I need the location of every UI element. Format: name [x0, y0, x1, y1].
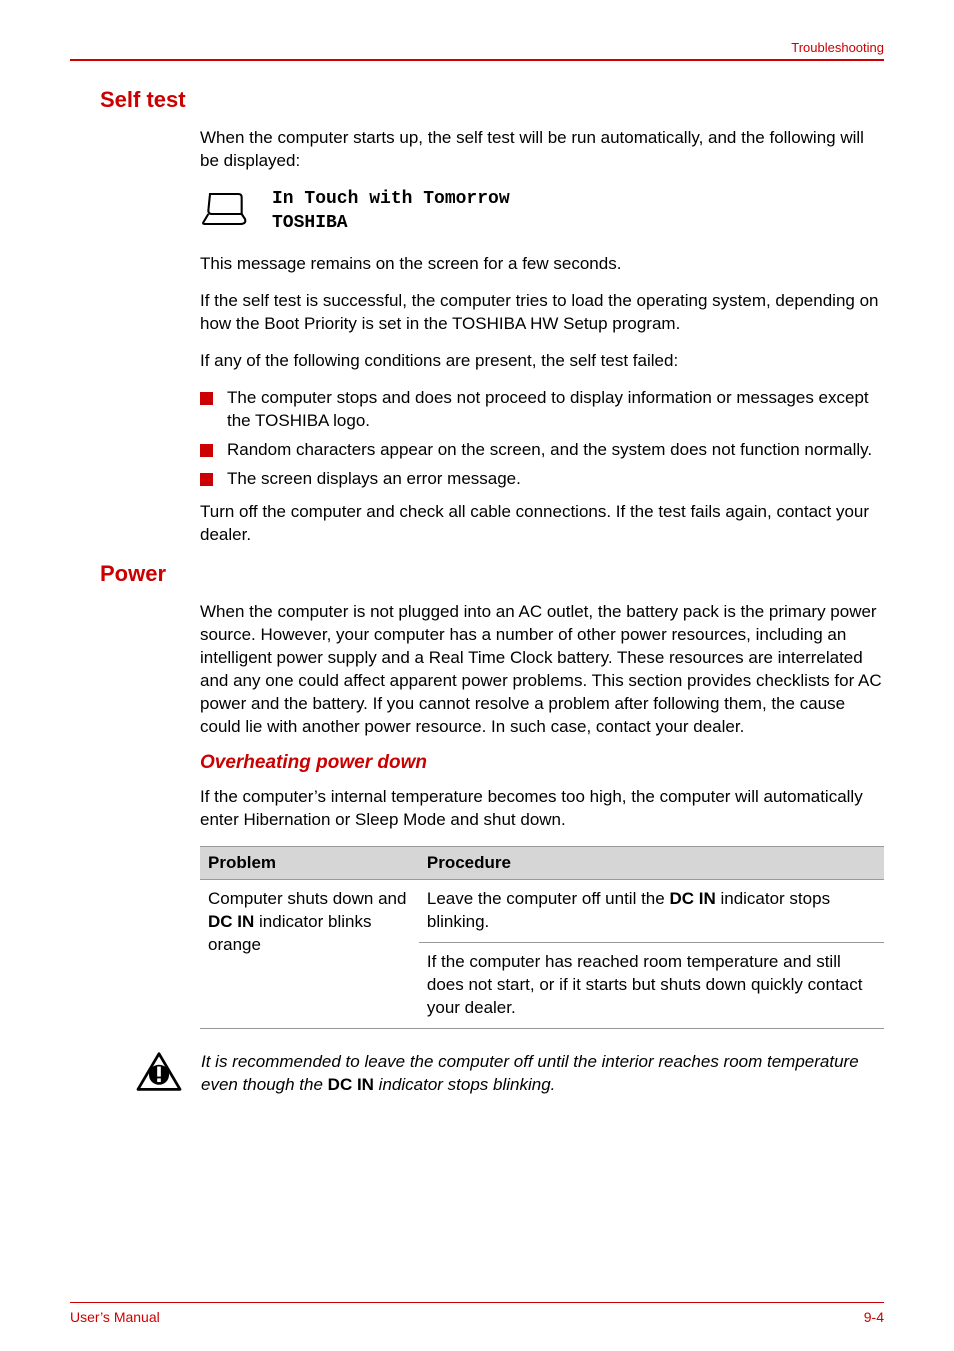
table-row: Computer shuts down and DC IN indicator …: [200, 880, 884, 943]
caution-note: It is recommended to leave the computer …: [135, 1051, 884, 1098]
note-text-bold: DC IN: [328, 1075, 374, 1094]
caution-text: It is recommended to leave the computer …: [201, 1051, 884, 1097]
boot-message-block: In Touch with Tomorrow TOSHIBA: [200, 187, 884, 236]
boot-line-2: TOSHIBA: [272, 211, 510, 235]
heading-power: Power: [100, 561, 884, 587]
list-item: Random characters appear on the screen, …: [200, 439, 884, 462]
bullet-text: Random characters appear on the screen, …: [227, 439, 872, 462]
footer-left: User’s Manual: [70, 1309, 160, 1325]
list-item: The screen displays an error message.: [200, 468, 884, 491]
problem-text-a: Computer shuts down and: [208, 889, 406, 908]
overheating-intro: If the computer’s internal temperature b…: [200, 786, 884, 832]
problem-text-bold: DC IN: [208, 912, 254, 931]
heading-self-test: Self test: [100, 87, 884, 113]
bullet-text: The computer stops and does not proceed …: [227, 387, 884, 433]
footer-right: 9-4: [864, 1309, 884, 1325]
cell-procedure-1: Leave the computer off until the DC IN i…: [419, 880, 884, 943]
table-header-row: Problem Procedure: [200, 847, 884, 880]
bullet-icon: [200, 473, 213, 486]
cell-procedure-2: If the computer has reached room tempera…: [419, 943, 884, 1029]
boot-message-text: In Touch with Tomorrow TOSHIBA: [272, 187, 510, 236]
proc-text-bold: DC IN: [669, 889, 715, 908]
power-intro: When the computer is not plugged into an…: [200, 601, 884, 739]
col-header-procedure: Procedure: [419, 847, 884, 880]
selftest-bullets: The computer stops and does not proceed …: [200, 387, 884, 491]
col-header-problem: Problem: [200, 847, 419, 880]
heading-overheating: Overheating power down: [200, 752, 884, 774]
note-text-b: indicator stops blinking.: [374, 1075, 555, 1094]
cell-problem: Computer shuts down and DC IN indicator …: [200, 880, 419, 1029]
laptop-icon: [200, 189, 250, 234]
bullet-icon: [200, 444, 213, 457]
page-footer: User’s Manual 9-4: [70, 1302, 884, 1325]
header-section-title: Troubleshooting: [791, 40, 884, 55]
selftest-intro: When the computer starts up, the self te…: [200, 127, 884, 173]
selftest-p4: Turn off the computer and check all cabl…: [200, 501, 884, 547]
bullet-text: The screen displays an error message.: [227, 468, 521, 491]
proc-text-a: Leave the computer off until the: [427, 889, 670, 908]
page-header: Troubleshooting: [70, 40, 884, 61]
overheating-table: Problem Procedure Computer shuts down an…: [200, 846, 884, 1029]
caution-icon: [135, 1051, 183, 1098]
selftest-p1: This message remains on the screen for a…: [200, 253, 884, 276]
boot-line-1: In Touch with Tomorrow: [272, 187, 510, 211]
selftest-p2: If the self test is successful, the comp…: [200, 290, 884, 336]
list-item: The computer stops and does not proceed …: [200, 387, 884, 433]
bullet-icon: [200, 392, 213, 405]
selftest-p3: If any of the following conditions are p…: [200, 350, 884, 373]
